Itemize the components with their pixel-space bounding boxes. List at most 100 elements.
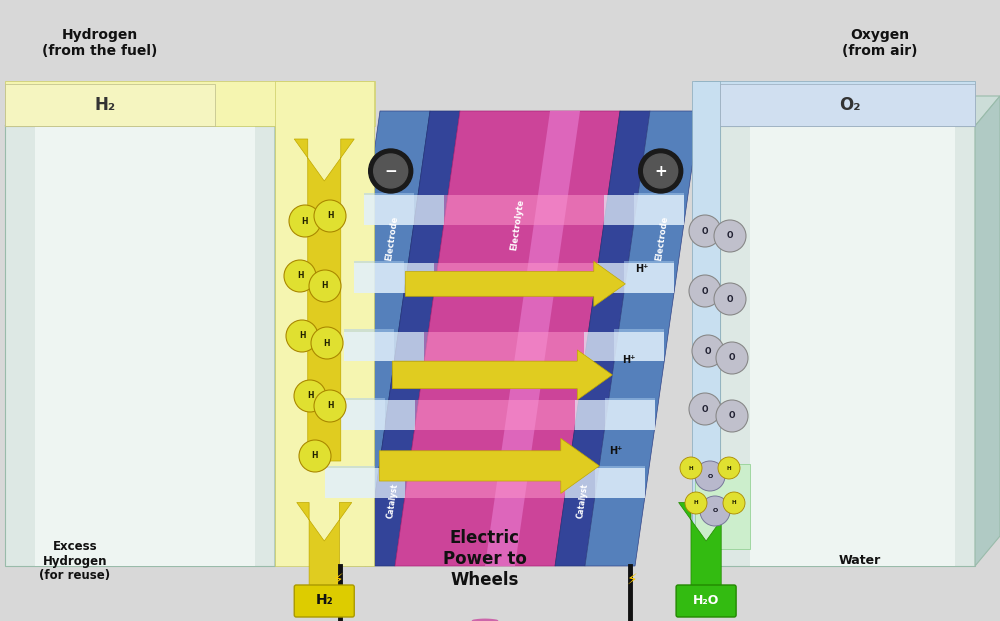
Polygon shape — [679, 502, 734, 601]
Polygon shape — [434, 263, 594, 293]
Circle shape — [284, 260, 316, 292]
Text: Catalyst: Catalyst — [576, 483, 590, 519]
Polygon shape — [485, 111, 580, 566]
Text: +: + — [654, 163, 667, 178]
Text: H: H — [327, 402, 333, 410]
Text: Oxygen
(from air): Oxygen (from air) — [842, 28, 918, 58]
Text: −: − — [384, 163, 397, 178]
Circle shape — [289, 205, 321, 237]
Circle shape — [714, 220, 746, 252]
Text: H⁺: H⁺ — [622, 355, 636, 365]
Polygon shape — [750, 126, 955, 566]
Text: O: O — [702, 227, 708, 235]
Circle shape — [309, 270, 341, 302]
Circle shape — [644, 154, 678, 188]
Polygon shape — [595, 466, 645, 498]
Polygon shape — [720, 126, 975, 566]
Polygon shape — [297, 502, 352, 601]
Text: Hydrogen
(from the fuel): Hydrogen (from the fuel) — [42, 28, 158, 58]
Circle shape — [685, 492, 707, 514]
Text: H₂: H₂ — [94, 96, 116, 114]
Polygon shape — [424, 332, 584, 361]
Circle shape — [718, 457, 740, 479]
Text: O: O — [727, 294, 733, 304]
Text: ⚡: ⚡ — [627, 571, 637, 586]
Polygon shape — [344, 332, 424, 361]
Text: O: O — [729, 353, 735, 363]
FancyBboxPatch shape — [720, 84, 975, 126]
Polygon shape — [584, 332, 664, 361]
Circle shape — [680, 457, 702, 479]
Circle shape — [374, 154, 408, 188]
Text: H: H — [694, 501, 698, 505]
Circle shape — [311, 327, 343, 359]
Polygon shape — [614, 329, 664, 361]
Polygon shape — [720, 96, 1000, 126]
Text: Catalyst: Catalyst — [386, 483, 400, 519]
Polygon shape — [344, 329, 394, 361]
Polygon shape — [354, 261, 404, 293]
Polygon shape — [5, 126, 275, 566]
FancyBboxPatch shape — [294, 585, 354, 617]
Polygon shape — [574, 400, 654, 430]
Text: H: H — [307, 391, 313, 401]
Bar — [695, 464, 750, 549]
Text: O: O — [702, 286, 708, 296]
Polygon shape — [35, 126, 255, 566]
Circle shape — [299, 440, 331, 472]
Polygon shape — [294, 139, 354, 461]
Circle shape — [714, 283, 746, 315]
Circle shape — [314, 200, 346, 232]
Polygon shape — [334, 397, 384, 430]
Circle shape — [314, 390, 346, 422]
Polygon shape — [405, 468, 565, 498]
Circle shape — [695, 461, 725, 491]
Polygon shape — [392, 350, 612, 400]
Text: O: O — [705, 347, 711, 355]
Polygon shape — [354, 263, 434, 293]
Circle shape — [723, 492, 745, 514]
Text: H: H — [302, 217, 308, 225]
Polygon shape — [315, 111, 430, 566]
Circle shape — [716, 400, 748, 432]
Text: O: O — [727, 232, 733, 240]
Polygon shape — [395, 111, 620, 566]
Polygon shape — [365, 111, 460, 566]
FancyBboxPatch shape — [676, 585, 736, 617]
Polygon shape — [634, 193, 684, 225]
Text: ⚡: ⚡ — [333, 571, 343, 586]
Polygon shape — [444, 195, 604, 225]
Text: H: H — [312, 451, 318, 461]
Circle shape — [700, 496, 730, 526]
Polygon shape — [334, 400, 415, 430]
Text: Electric
Power to
Wheels: Electric Power to Wheels — [443, 529, 527, 589]
Polygon shape — [695, 81, 975, 126]
Text: O: O — [712, 509, 718, 514]
Circle shape — [689, 393, 721, 425]
Text: O: O — [729, 412, 735, 420]
Circle shape — [716, 342, 748, 374]
Text: H: H — [327, 212, 333, 220]
Text: H⁺: H⁺ — [609, 446, 623, 456]
Polygon shape — [5, 96, 300, 126]
Text: Electrolyte: Electrolyte — [509, 199, 525, 251]
Polygon shape — [364, 195, 444, 225]
Polygon shape — [585, 111, 700, 566]
Polygon shape — [275, 96, 300, 566]
Circle shape — [639, 149, 683, 193]
Polygon shape — [565, 468, 645, 498]
Polygon shape — [415, 400, 574, 430]
Polygon shape — [364, 193, 414, 225]
Text: H⁺: H⁺ — [635, 264, 649, 274]
Text: H: H — [727, 466, 731, 471]
Text: H: H — [299, 332, 305, 340]
Text: Excess
Hydrogen
(for reuse): Excess Hydrogen (for reuse) — [39, 540, 111, 582]
Polygon shape — [624, 261, 674, 293]
Polygon shape — [975, 96, 1000, 566]
Text: H: H — [732, 501, 736, 505]
Polygon shape — [555, 111, 650, 566]
Text: O₂: O₂ — [839, 96, 861, 114]
Polygon shape — [275, 81, 374, 566]
Polygon shape — [325, 466, 375, 498]
Polygon shape — [379, 438, 599, 494]
